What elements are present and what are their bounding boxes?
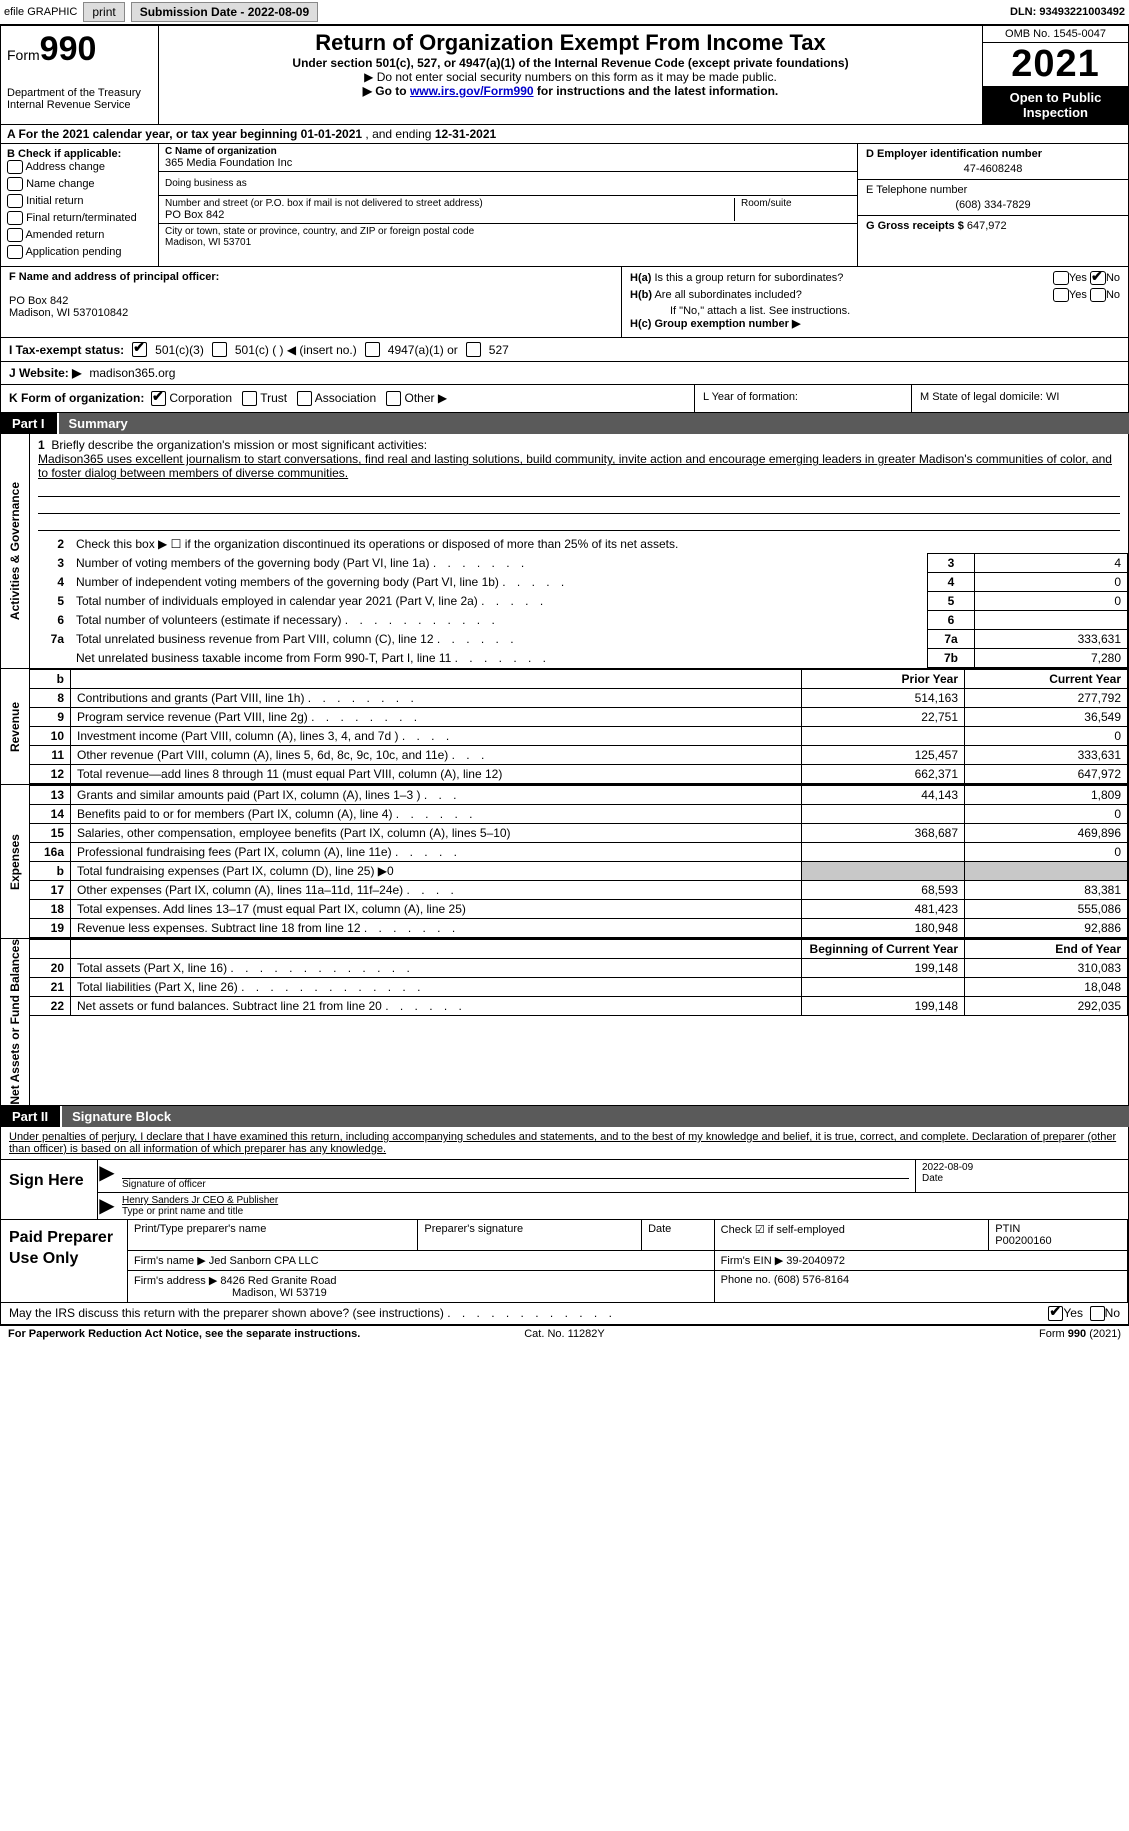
firm-addr1: 8426 Red Granite Road — [220, 1275, 336, 1287]
section-bcd: B Check if applicable: Address change Na… — [0, 144, 1129, 267]
opt-address-change: Address change — [7, 160, 152, 174]
col-d: D Employer identification number 47-4608… — [857, 144, 1128, 266]
section-klm: K Form of organization: Corporation Trus… — [0, 385, 1129, 413]
ha-no-checked — [1090, 271, 1106, 285]
section-fh: F Name and address of principal officer:… — [0, 267, 1129, 338]
goto-line: ▶ Go to www.irs.gov/Form990 for instruct… — [165, 84, 976, 98]
gross-receipts: 647,972 — [967, 220, 1007, 232]
revenue-section: Revenue bPrior YearCurrent Year 8Contrib… — [0, 669, 1129, 785]
tax-exempt-status: I Tax-exempt status: 501(c)(3) 501(c) ( … — [1, 338, 1128, 362]
opt-final-return: Final return/terminated — [7, 211, 152, 225]
firm-ein: 39-2040972 — [786, 1255, 845, 1267]
sign-arrow-icon: ▶ — [98, 1160, 116, 1192]
sign-date: 2022-08-09 — [922, 1162, 1122, 1173]
governance-lines: 2Check this box ▶ ☐ if the organization … — [30, 535, 1128, 668]
discuss-with-preparer: May the IRS discuss this return with the… — [0, 1303, 1129, 1325]
activities-governance: Activities & Governance 1 Briefly descri… — [0, 434, 1129, 669]
paid-preparer-table: Print/Type preparer's name Preparer's si… — [128, 1220, 1128, 1302]
website-row: J Website: ▶ madison365.org — [1, 362, 1128, 384]
header-left: Form990 Department of the Treasury Inter… — [1, 26, 159, 124]
mission-text: Madison365 uses excellent journalism to … — [38, 452, 1112, 480]
expenses-table: 13Grants and similar amounts paid (Part … — [30, 785, 1128, 938]
sign-arrow-icon: ▶ — [98, 1193, 116, 1219]
room-suite-label: Room/suite — [734, 198, 851, 221]
omb-number: OMB No. 1545-0047 — [983, 26, 1128, 43]
telephone: (608) 334-7829 — [866, 196, 1120, 211]
ein: 47-4608248 — [866, 160, 1120, 175]
ptin: P00200160 — [995, 1235, 1051, 1247]
part1-header: Part I Summary — [0, 413, 1129, 434]
signature-intro: Under penalties of perjury, I declare th… — [0, 1127, 1129, 1160]
tax-year: 2021 — [983, 43, 1128, 86]
form-subtitle: Under section 501(c), 527, or 4947(a)(1)… — [165, 56, 976, 70]
corp-checked — [151, 391, 166, 406]
form-header: Form990 Department of the Treasury Inter… — [0, 25, 1129, 125]
form-of-org: K Form of organization: Corporation Trus… — [1, 385, 695, 412]
irs-label: Internal Revenue Service — [7, 99, 152, 111]
website: madison365.org — [89, 366, 175, 380]
org-street: PO Box 842 — [165, 209, 734, 221]
opt-initial-return: Initial return — [7, 194, 152, 208]
firm-phone: (608) 576-8164 — [774, 1274, 849, 1286]
footer: For Paperwork Reduction Act Notice, see … — [0, 1325, 1129, 1342]
dept-label: Department of the Treasury — [7, 87, 152, 99]
dba-label: Doing business as — [159, 172, 857, 196]
dln: DLN: 93493221003492 — [1010, 6, 1125, 18]
col-c: C Name of organization 365 Media Foundat… — [159, 144, 857, 266]
mission: 1 Briefly describe the organization's mi… — [30, 434, 1128, 535]
org-name: 365 Media Foundation Inc — [165, 157, 851, 169]
paid-preparer-block: Paid Preparer Use Only Print/Type prepar… — [0, 1220, 1129, 1303]
opt-name-change: Name change — [7, 177, 152, 191]
expenses-section: Expenses 13Grants and similar amounts pa… — [0, 785, 1129, 939]
form-title: Return of Organization Exempt From Incom… — [165, 30, 976, 56]
net-assets-section: Net Assets or Fund Balances Beginning of… — [0, 939, 1129, 1106]
org-city: Madison, WI 53701 — [165, 237, 851, 248]
principal-officer: F Name and address of principal officer:… — [1, 267, 622, 337]
irs-link[interactable]: www.irs.gov/Form990 — [410, 84, 534, 98]
open-public: Open to Public Inspection — [983, 86, 1128, 124]
efile-label: efile GRAPHIC — [4, 6, 77, 18]
year-formation: L Year of formation: — [695, 385, 912, 412]
form-ref: Form 990 (2021) — [750, 1328, 1121, 1340]
part2-header: Part II Signature Block — [0, 1106, 1129, 1127]
header-right: OMB No. 1545-0047 2021 Open to Public In… — [983, 26, 1128, 124]
firm-addr2: Madison, WI 53719 — [134, 1287, 327, 1299]
firm-name: Jed Sanborn CPA LLC — [209, 1255, 319, 1267]
ssn-note: ▶ Do not enter social security numbers o… — [165, 70, 976, 84]
print-button[interactable]: print — [83, 2, 124, 22]
col-b: B Check if applicable: Address change Na… — [1, 144, 159, 266]
section-ij: I Tax-exempt status: 501(c)(3) 501(c) ( … — [0, 338, 1129, 385]
501c3-checked — [132, 342, 147, 357]
revenue-table: bPrior YearCurrent Year 8Contributions a… — [30, 669, 1128, 784]
header-mid: Return of Organization Exempt From Incom… — [159, 26, 983, 124]
hb-note: If "No," attach a list. See instructions… — [630, 305, 1120, 317]
sign-here-block: Sign Here ▶ Signature of officer 2022-08… — [0, 1160, 1129, 1220]
opt-app-pending: Application pending — [7, 245, 152, 259]
group-return: H(a) Is this a group return for subordin… — [622, 267, 1128, 337]
net-assets-table: Beginning of Current YearEnd of Year 20T… — [30, 939, 1128, 1016]
cat-no: Cat. No. 11282Y — [379, 1328, 750, 1340]
opt-amended: Amended return — [7, 228, 152, 242]
discuss-yes-checked — [1048, 1306, 1063, 1321]
state-domicile: M State of legal domicile: WI — [912, 385, 1128, 412]
submission-date: Submission Date - 2022-08-09 — [131, 2, 318, 22]
top-bar: efile GRAPHIC print Submission Date - 20… — [0, 0, 1129, 25]
tax-year-row: A For the 2021 calendar year, or tax yea… — [0, 125, 1129, 144]
officer-name: Henry Sanders Jr CEO & Publisher — [122, 1195, 1122, 1206]
